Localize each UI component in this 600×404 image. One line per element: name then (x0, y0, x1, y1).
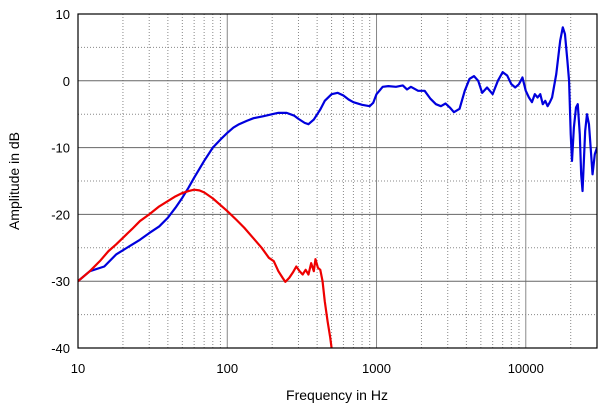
x-tick-label: 10 (71, 361, 85, 376)
x-tick-label: 10000 (508, 361, 544, 376)
y-tick-label: -10 (51, 141, 70, 156)
series-line-1 (78, 26, 597, 283)
y-tick-label: -30 (51, 274, 70, 289)
plot-frame (77, 13, 598, 349)
y-tick-label: 10 (56, 7, 70, 22)
y-axis-title: Amplitude in dB (6, 132, 22, 230)
y-tick-label: -40 (51, 341, 70, 356)
series-line-2 (78, 188, 333, 348)
grid-minor (78, 14, 597, 348)
x-axis-title: Frequency in Hz (286, 387, 388, 403)
y-tick-labels: 10 0 -10 -20 -30 -40 (51, 7, 70, 356)
x-tick-label: 1000 (362, 361, 391, 376)
series-layer (78, 26, 597, 348)
x-tick-labels: 10 100 1000 10000 (71, 361, 544, 376)
x-tick-label: 100 (216, 361, 238, 376)
y-tick-label: 0 (63, 74, 70, 89)
y-tick-label: -20 (51, 207, 70, 222)
